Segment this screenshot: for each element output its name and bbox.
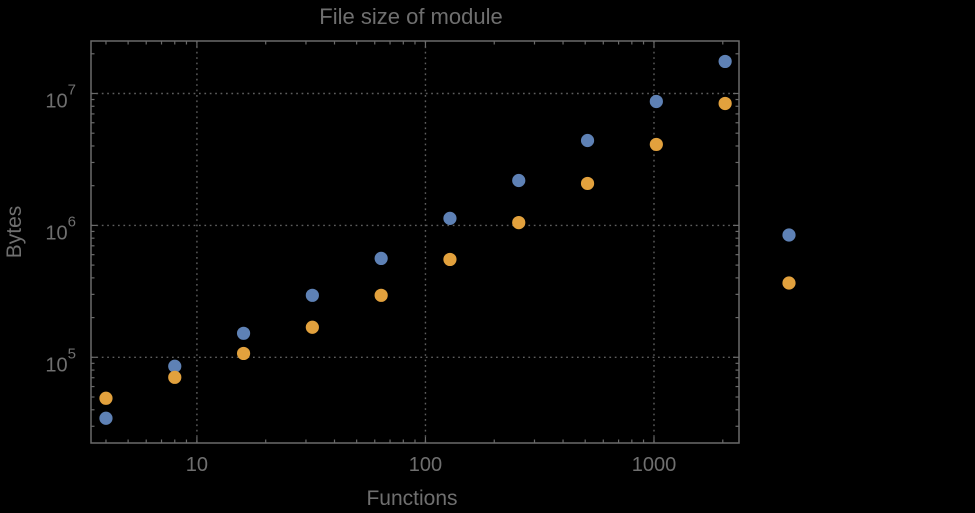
data-point-series-1	[305, 288, 319, 302]
data-point-series-2	[374, 288, 388, 302]
legend-marker-series-1	[782, 228, 796, 242]
data-point-series-1	[374, 251, 388, 266]
plot-frame	[90, 40, 740, 444]
legend-marker-series-2	[782, 276, 796, 290]
axis-ticks	[91, 41, 739, 443]
data-point-series-1	[168, 359, 182, 373]
data-point-series-2	[99, 391, 113, 405]
data-point-series-1	[99, 411, 113, 425]
data-point-series-2	[236, 346, 251, 361]
legend-markers	[782, 228, 796, 290]
data-point-series-1	[443, 211, 457, 225]
data-point-series-2	[512, 215, 526, 230]
x-axis-label: Functions	[366, 487, 457, 510]
x-tick-label: 1000	[632, 454, 677, 476]
data-point-series-1	[512, 173, 526, 188]
data-point-series-2	[649, 137, 663, 152]
data-point-series-1	[649, 94, 663, 109]
data-point-series-2	[305, 320, 319, 334]
y-axis-label: Bytes	[3, 206, 26, 259]
data-point-series-1	[236, 326, 251, 340]
data-point-series-2	[718, 96, 732, 111]
y-tick-label: 105	[45, 345, 76, 376]
y-tick-label: 107	[45, 81, 76, 112]
data-point-series-2	[580, 176, 595, 191]
data-point-series-2	[443, 252, 457, 267]
data-point-series-2	[168, 370, 182, 384]
gridlines	[91, 41, 739, 443]
data-points	[99, 54, 732, 425]
x-tick-labels: 10 100 1000	[186, 454, 676, 476]
data-point-series-1	[718, 54, 732, 69]
data-point-series-1	[580, 133, 595, 148]
x-tick-label: 10	[186, 454, 208, 476]
y-tick-label: 106	[45, 213, 76, 244]
y-tick-labels: 105 106 107	[45, 81, 76, 376]
x-tick-label: 100	[409, 454, 442, 476]
chart-title: File size of module	[319, 4, 502, 29]
